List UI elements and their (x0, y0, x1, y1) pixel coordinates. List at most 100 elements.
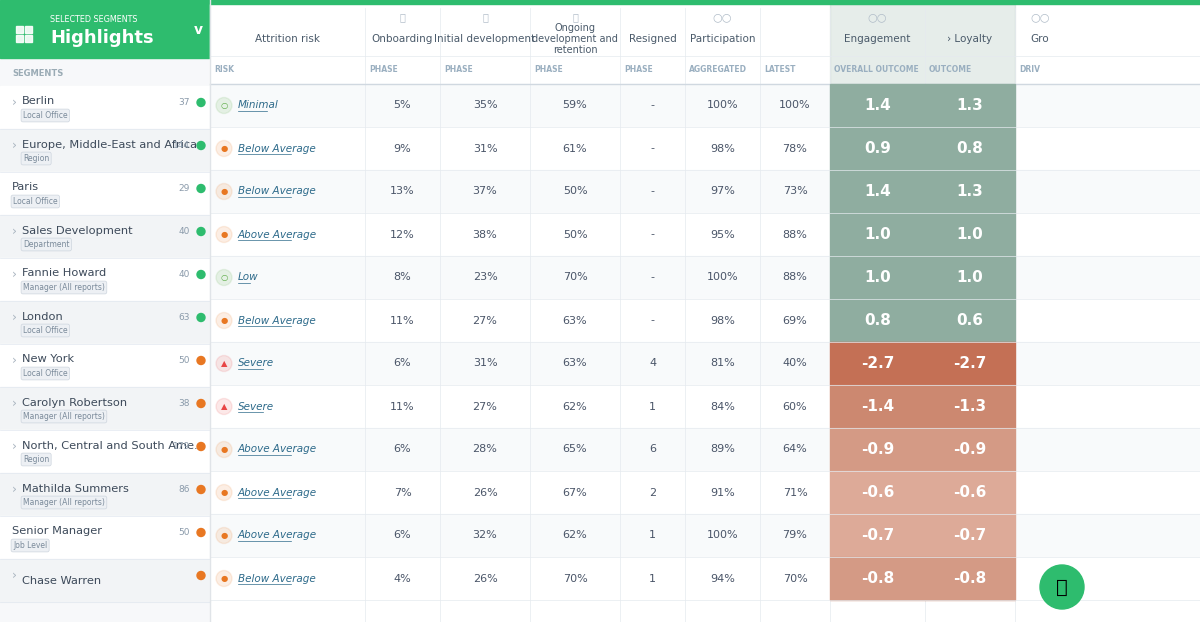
Bar (925, 471, 1015, 514)
Bar (925, 557, 1015, 600)
Text: ›: › (12, 311, 17, 324)
Text: London: London (22, 312, 64, 322)
Text: ●: ● (221, 230, 228, 239)
Text: 31%: 31% (473, 144, 497, 154)
Text: ›: › (12, 225, 17, 238)
Text: 6%: 6% (394, 445, 412, 455)
Text: 100%: 100% (707, 531, 738, 541)
Bar (210, 4, 1200, 56)
Text: 71%: 71% (782, 488, 808, 498)
Bar (210, 342, 1200, 385)
Text: -: - (650, 230, 654, 239)
Circle shape (216, 226, 232, 243)
Text: ▲: ▲ (221, 359, 227, 368)
Text: 26%: 26% (473, 488, 497, 498)
Bar (0, 0, 210, 58)
Text: 1.0: 1.0 (956, 270, 983, 285)
Bar (0, 0, 210, 622)
Text: 1.3: 1.3 (956, 98, 983, 113)
Circle shape (197, 141, 205, 149)
Text: 88%: 88% (782, 230, 808, 239)
Text: 89%: 89% (710, 445, 734, 455)
Text: 38: 38 (179, 399, 190, 408)
Text: 7%: 7% (394, 488, 412, 498)
Text: 40: 40 (179, 227, 190, 236)
Circle shape (197, 98, 205, 106)
Text: ⓘ: ⓘ (572, 12, 578, 22)
Text: 94%: 94% (710, 573, 734, 583)
Text: ›: › (12, 139, 17, 152)
Text: -: - (650, 187, 654, 197)
Circle shape (197, 185, 205, 192)
Text: 38%: 38% (473, 230, 497, 239)
Bar (925, 385, 1015, 428)
Text: 73%: 73% (782, 187, 808, 197)
Text: Carolyn Robertson: Carolyn Robertson (22, 397, 127, 407)
Bar (210, 471, 1200, 514)
Bar (210, 0, 1200, 4)
Text: -2.7: -2.7 (860, 356, 894, 371)
Text: 50%: 50% (563, 187, 587, 197)
Text: v: v (193, 23, 203, 37)
Text: -0.9: -0.9 (953, 442, 986, 457)
Bar (210, 84, 1200, 127)
Text: ●: ● (221, 144, 228, 153)
Text: 61%: 61% (563, 144, 587, 154)
Bar (210, 256, 1200, 299)
Text: PHASE: PHASE (370, 65, 397, 75)
Bar (925, 514, 1015, 557)
Circle shape (216, 527, 232, 544)
Text: ○○: ○○ (1031, 12, 1050, 22)
Text: ○○: ○○ (868, 12, 887, 22)
Bar (0, 387, 210, 430)
Bar (925, 342, 1015, 385)
Text: ●: ● (221, 187, 228, 196)
Text: Below Average: Below Average (238, 315, 316, 325)
Bar (830, 256, 925, 299)
Text: 37: 37 (179, 98, 190, 107)
Bar (210, 213, 1200, 256)
Text: -0.6: -0.6 (953, 485, 986, 500)
Text: 63: 63 (179, 313, 190, 322)
Text: Fannie Howard: Fannie Howard (22, 269, 107, 279)
Text: Manager (All reports): Manager (All reports) (23, 498, 104, 507)
Text: 12%: 12% (390, 230, 415, 239)
Bar (830, 342, 925, 385)
Text: 50: 50 (179, 356, 190, 365)
Text: ○○: ○○ (713, 12, 732, 22)
Text: 27%: 27% (473, 401, 498, 412)
Text: 59%: 59% (563, 101, 587, 111)
Text: -0.6: -0.6 (860, 485, 894, 500)
Text: ●: ● (221, 531, 228, 540)
Text: 91%: 91% (710, 488, 734, 498)
Bar (0, 559, 210, 602)
Text: Manager (All reports): Manager (All reports) (23, 283, 104, 292)
Text: PHASE: PHASE (534, 65, 563, 75)
Bar (0, 215, 210, 258)
Circle shape (216, 183, 232, 200)
Bar (925, 170, 1015, 213)
Text: -0.8: -0.8 (953, 571, 986, 586)
Text: 98%: 98% (710, 144, 734, 154)
Text: Below Average: Below Average (238, 573, 316, 583)
Text: 1.0: 1.0 (864, 270, 890, 285)
Text: Senior Manager: Senior Manager (12, 526, 102, 537)
Text: Local Office: Local Office (13, 197, 58, 206)
Text: 28%: 28% (473, 445, 498, 455)
Text: ●: ● (221, 316, 228, 325)
Text: 50%: 50% (563, 230, 587, 239)
Text: 0.8: 0.8 (956, 141, 984, 156)
Text: 0.8: 0.8 (864, 313, 890, 328)
Circle shape (197, 356, 205, 364)
Bar (830, 170, 925, 213)
Text: 70%: 70% (563, 272, 587, 282)
Bar (0, 430, 210, 473)
Text: Region: Region (23, 455, 49, 464)
Text: Participation: Participation (690, 34, 755, 44)
Text: Gro: Gro (1031, 34, 1049, 44)
Text: RISK: RISK (214, 65, 234, 75)
Bar (0, 172, 210, 215)
Text: 💬: 💬 (1056, 577, 1068, 596)
Text: 95%: 95% (710, 230, 734, 239)
Text: Sales Development: Sales Development (22, 226, 133, 236)
